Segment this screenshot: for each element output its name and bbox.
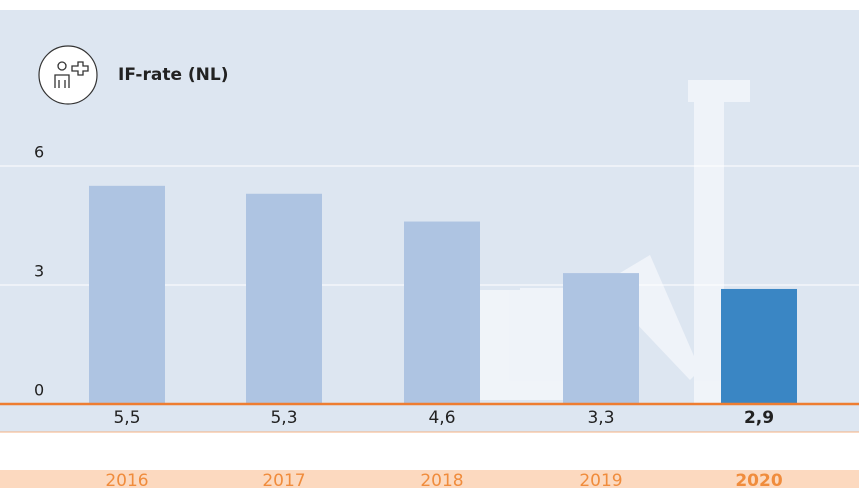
x-tick-label: 2020 [735,471,782,488]
x-tick-label: 2016 [105,471,148,488]
y-tick-label: 0 [34,381,44,400]
y-tick-label: 3 [34,262,44,281]
value-label: 5,3 [270,408,297,428]
chart-title: IF-rate (NL) [118,65,229,85]
value-label: 3,3 [587,408,614,428]
year-band [0,470,859,488]
bar [404,221,480,404]
bar [721,288,797,404]
bar [89,185,165,404]
machine-illustration [480,80,750,404]
x-tick-label: 2018 [420,471,463,488]
value-label: 4,6 [428,408,455,428]
icon-figure [54,61,89,88]
bar [563,273,639,404]
x-tick-label: 2017 [262,471,305,488]
value-label: 2,9 [744,408,774,428]
value-label: 5,5 [113,408,140,428]
bar [246,193,322,404]
y-tick-label: 6 [34,143,44,162]
x-tick-label: 2019 [579,471,622,488]
